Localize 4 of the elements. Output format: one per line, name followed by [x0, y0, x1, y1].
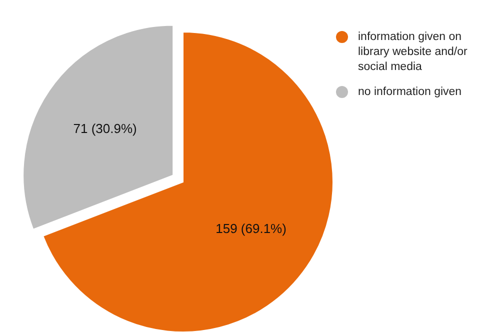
data-label: 71 (30.9%): [73, 121, 137, 136]
data-label: 159 (69.1%): [216, 221, 286, 236]
legend-label: no information given: [358, 86, 462, 98]
legend-label: information given on library website and/or social media: [358, 31, 468, 73]
